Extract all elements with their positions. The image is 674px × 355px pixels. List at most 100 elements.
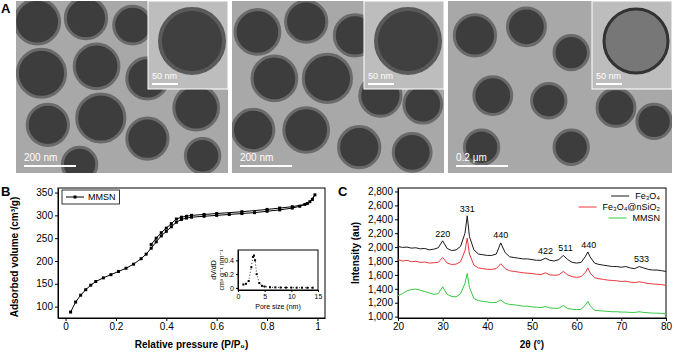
particle bbox=[235, 10, 280, 55]
tick: 0.2 bbox=[224, 271, 238, 278]
particle bbox=[233, 109, 274, 150]
marker bbox=[165, 230, 168, 233]
tick: 200 bbox=[36, 256, 58, 267]
plot-area bbox=[398, 216, 666, 314]
marker bbox=[117, 270, 120, 273]
series-line bbox=[398, 216, 666, 272]
annotation: 440 bbox=[581, 240, 596, 250]
inset-scale-bar bbox=[152, 83, 178, 85]
tick: 100 bbox=[36, 301, 58, 312]
marker bbox=[256, 273, 258, 275]
chart: 00.20.40.60.81100150200250300350Relative… bbox=[9, 187, 326, 350]
annotation: 511 bbox=[558, 243, 572, 253]
marker bbox=[185, 215, 188, 218]
x-axis-title: 2θ (°) bbox=[520, 339, 544, 350]
marker bbox=[266, 208, 269, 211]
tick-label: 100 bbox=[36, 301, 53, 312]
marker bbox=[250, 266, 252, 268]
scale-bar bbox=[24, 165, 76, 167]
particle bbox=[507, 8, 545, 46]
particle bbox=[127, 118, 168, 159]
tick: 20 bbox=[393, 318, 405, 332]
particle bbox=[454, 15, 495, 56]
scale-label: 0.2 μm bbox=[456, 152, 487, 163]
tick: 150 bbox=[36, 278, 58, 289]
scale-label: 200 nm bbox=[240, 152, 273, 163]
particle bbox=[339, 127, 380, 168]
inset-background bbox=[592, 1, 672, 89]
tick: 350 bbox=[36, 187, 58, 198]
marker bbox=[258, 282, 260, 284]
plot-frame bbox=[238, 250, 318, 290]
tick: 15 bbox=[315, 290, 323, 300]
marker bbox=[240, 210, 243, 213]
scale-bar bbox=[240, 165, 292, 167]
marker bbox=[308, 200, 311, 203]
tick-label: 1,400 bbox=[368, 284, 393, 295]
particle bbox=[65, 1, 106, 39]
tick-label: 40 bbox=[482, 321, 494, 332]
annotation: 220 bbox=[435, 229, 450, 239]
legend-swatch bbox=[66, 197, 84, 198]
y-axis-title: cm³ g⁻¹ nm⁻¹ bbox=[218, 249, 226, 291]
tick-label: 1,200 bbox=[368, 297, 393, 308]
legend-label: Fe₃O₄@nSiO₂ bbox=[603, 202, 661, 212]
plot-frame bbox=[398, 188, 666, 318]
tick-label: 0 bbox=[63, 321, 69, 332]
particle bbox=[74, 44, 119, 89]
tick-label: 20 bbox=[393, 321, 405, 332]
particle bbox=[532, 84, 566, 118]
y-axis: 100 150 200 250 300 350 bbox=[36, 187, 58, 318]
micrograph: 50 nm 200 nm bbox=[16, 1, 228, 173]
scale-bar bbox=[456, 165, 508, 167]
marker bbox=[312, 287, 314, 289]
inset-background bbox=[364, 1, 444, 89]
tick-label: 250 bbox=[36, 233, 53, 244]
legend: Fe₃O₄Fe₃O₄@nSiO₂MMSN bbox=[579, 191, 661, 223]
tick-label: 10 bbox=[288, 293, 296, 300]
marker bbox=[89, 284, 92, 287]
particle bbox=[185, 139, 219, 173]
tick-label: 300 bbox=[36, 210, 53, 221]
tick: 0.2 bbox=[109, 318, 123, 332]
tick: 50 bbox=[527, 318, 539, 332]
tick-label: 1 bbox=[315, 321, 321, 332]
series-line bbox=[243, 256, 312, 288]
annotation: 422 bbox=[538, 246, 553, 256]
inset-scale-label: 50 nm bbox=[152, 71, 177, 81]
legend-marker bbox=[74, 196, 77, 199]
x-axis-title: Pore size (nm) bbox=[255, 303, 301, 311]
tick-label: 0 bbox=[230, 285, 234, 292]
legend-label: MMSN bbox=[633, 213, 661, 223]
marker bbox=[298, 205, 301, 208]
marker bbox=[160, 234, 163, 237]
tick: 70 bbox=[616, 318, 628, 332]
marker bbox=[248, 280, 250, 282]
scale-label: 200 nm bbox=[24, 152, 57, 163]
particle bbox=[393, 133, 431, 171]
marker bbox=[261, 285, 263, 287]
tick-label: 0.4 bbox=[160, 321, 174, 332]
marker bbox=[203, 213, 206, 216]
micrograph-background bbox=[448, 1, 672, 173]
tick-label: 2,400 bbox=[368, 214, 393, 225]
tick: 2,000 bbox=[368, 242, 398, 253]
chart: 203040506070801,0001,2001,4001,6001,8002… bbox=[350, 186, 672, 350]
tick: 10 bbox=[288, 290, 296, 300]
particle bbox=[597, 89, 635, 127]
y-axis-title: dV/dD bbox=[210, 260, 217, 279]
legend-swatch bbox=[611, 196, 629, 197]
tick-label: 0.4 bbox=[224, 257, 234, 264]
legend-swatch bbox=[579, 207, 597, 208]
particle bbox=[174, 85, 219, 130]
panel-label: A bbox=[1, 1, 11, 16]
particle bbox=[16, 1, 60, 44]
marker bbox=[155, 237, 158, 240]
particle bbox=[17, 49, 65, 97]
marker bbox=[228, 213, 231, 216]
marker bbox=[170, 222, 173, 225]
particle bbox=[474, 77, 512, 115]
tick-label: 0.2 bbox=[224, 271, 234, 278]
panel-label: C bbox=[338, 184, 348, 199]
chart: 05101500.20.4Pore size (nm)dV/dDcm³ g⁻¹ … bbox=[210, 249, 322, 311]
